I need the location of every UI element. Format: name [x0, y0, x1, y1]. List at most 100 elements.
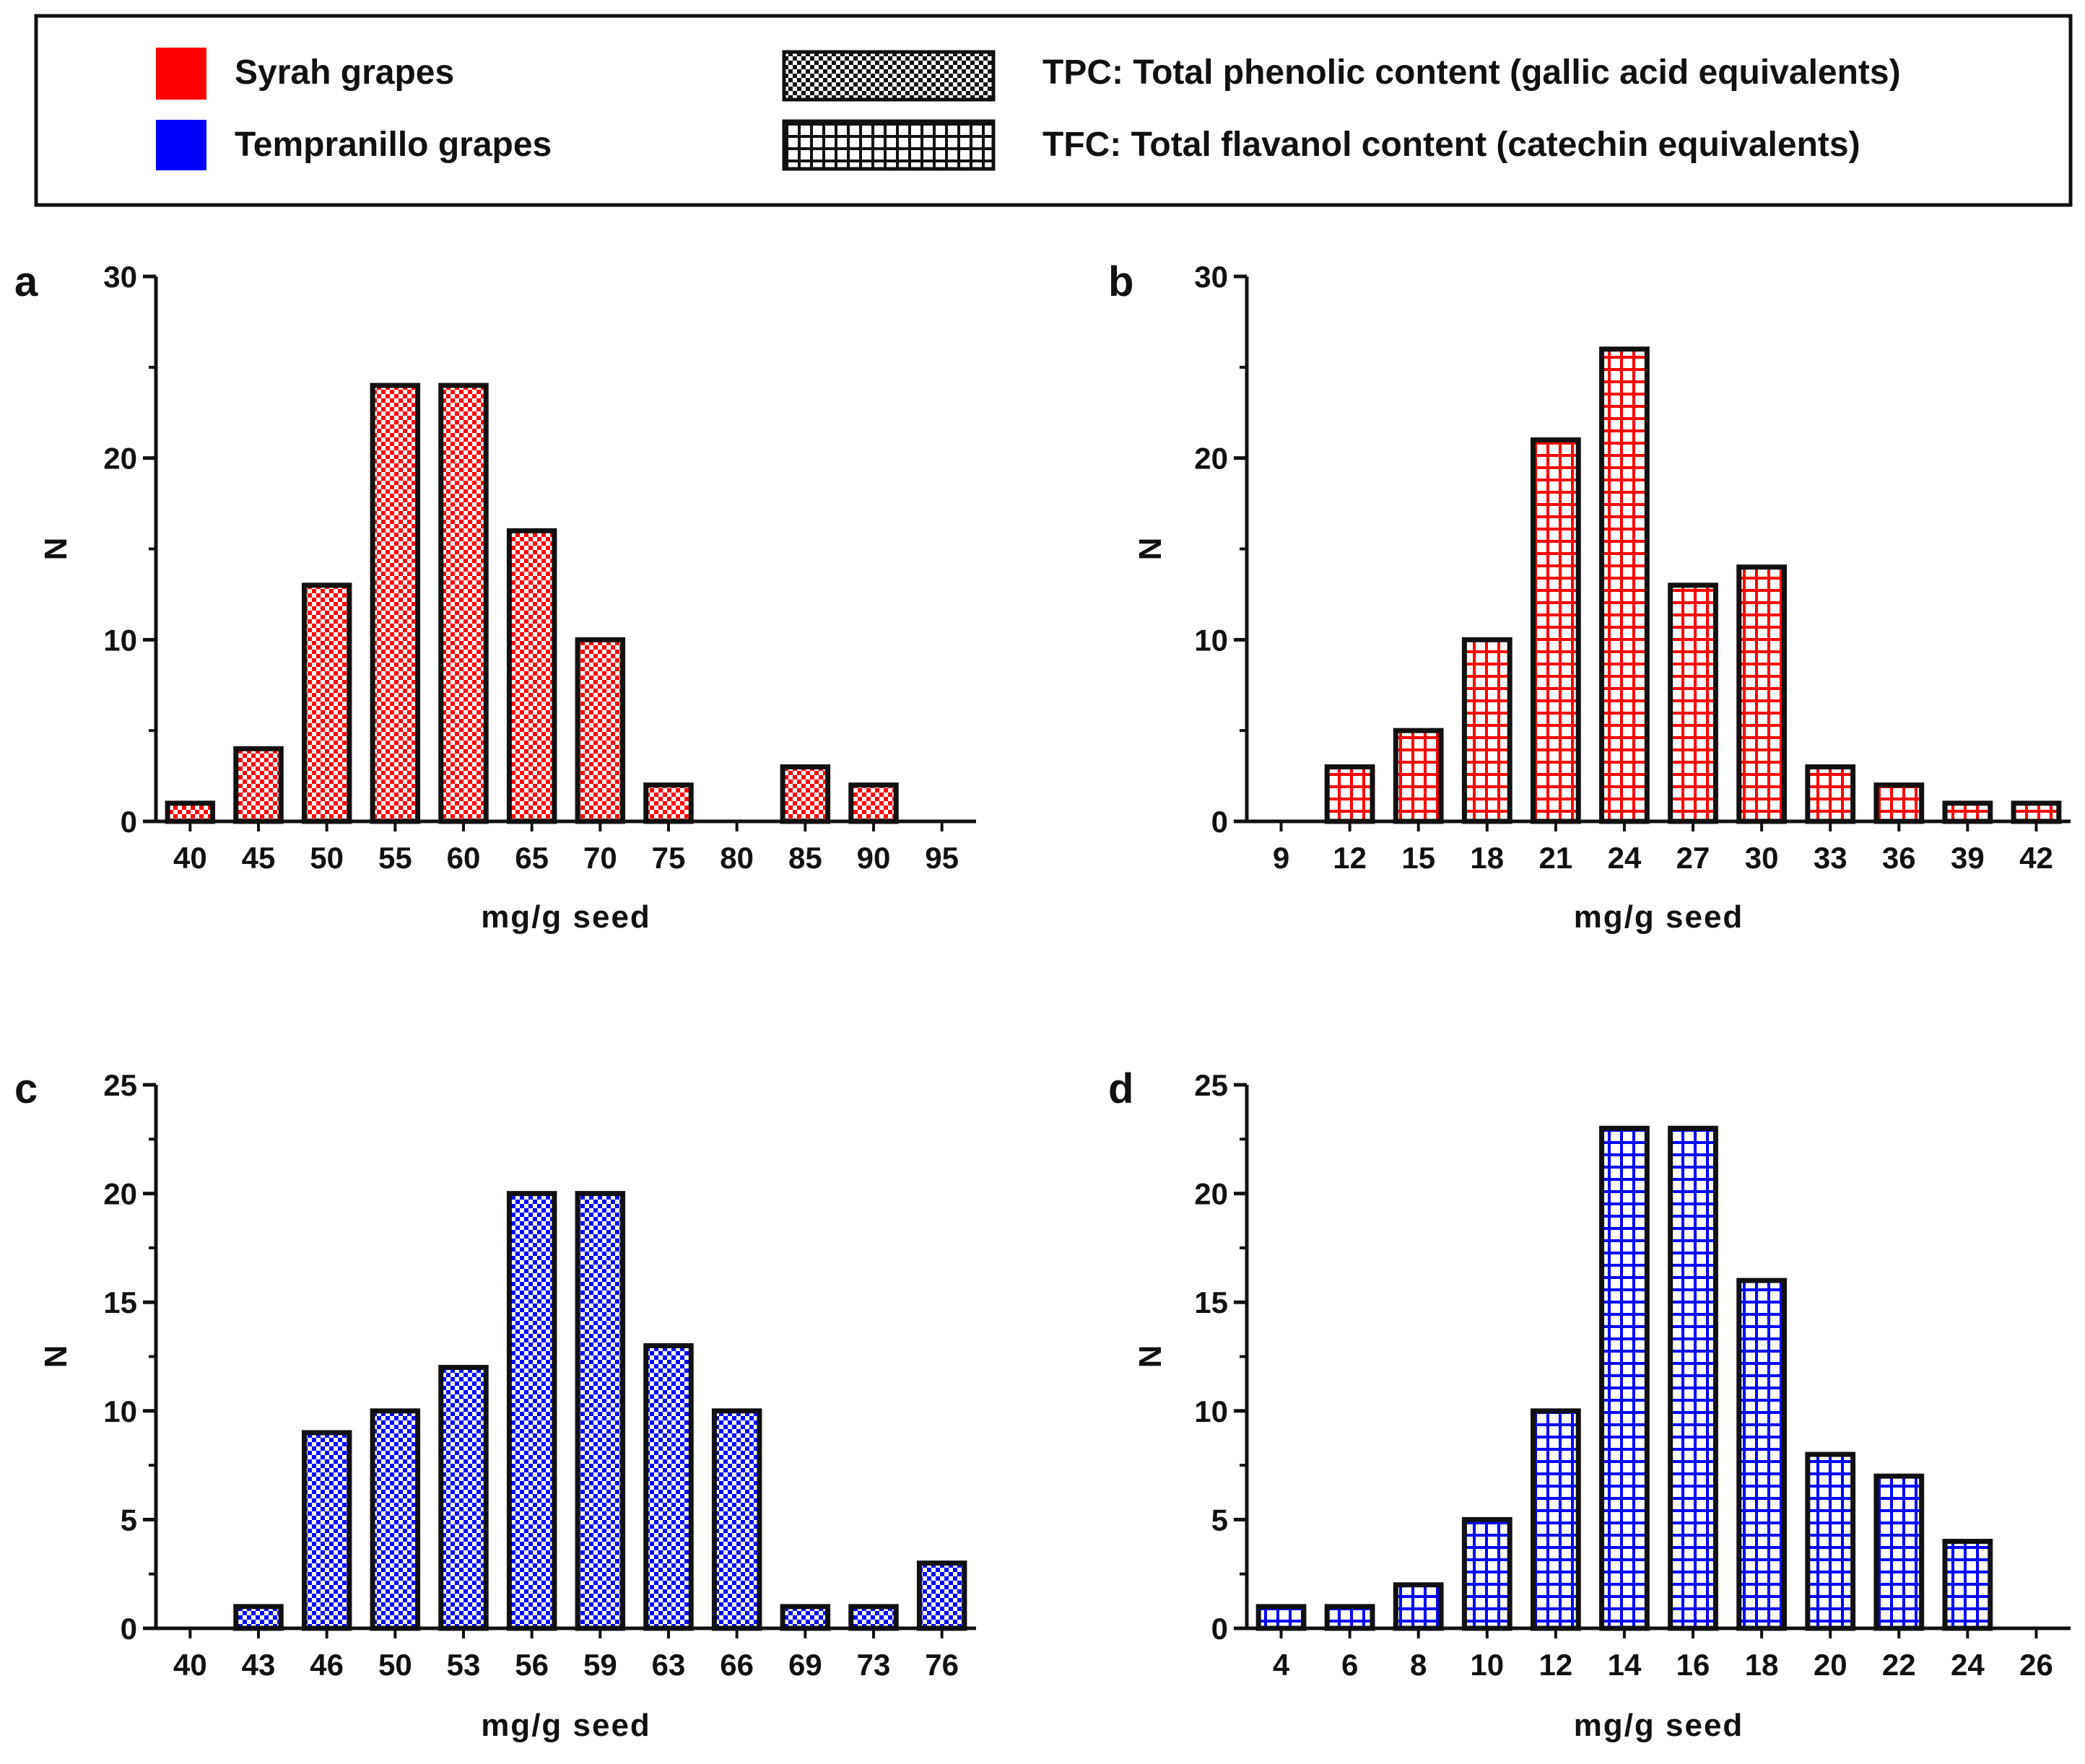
legend-swatch-syrah: [156, 48, 206, 100]
legend-label-syrah: Syrah grapes: [235, 53, 454, 92]
x-tick-label: 42: [2019, 841, 2053, 875]
x-tick-label: 4: [1273, 1648, 1290, 1682]
y-axis-title: N: [1133, 538, 1168, 561]
y-tick-label: 25: [1194, 1068, 1228, 1102]
bar-55: [370, 383, 421, 824]
x-tick-label: 73: [857, 1648, 891, 1682]
bar-20: [1805, 1451, 1856, 1631]
bar-90: [848, 782, 899, 824]
bar-59: [575, 1191, 626, 1631]
y-axis-title: N: [38, 1345, 74, 1368]
bar-15: [1393, 728, 1444, 824]
bar-53: [438, 1365, 489, 1631]
x-tick-label: 33: [1814, 841, 1847, 875]
x-tick-label: 95: [925, 841, 959, 875]
y-axis-title: N: [38, 538, 74, 561]
bar-50: [301, 582, 352, 824]
panel-label: c: [14, 1065, 38, 1112]
y-tick-label: 20: [103, 442, 137, 476]
y-tick-label: 0: [1211, 805, 1228, 839]
x-tick-label: 85: [788, 841, 822, 875]
y-tick-label: 0: [121, 1612, 137, 1646]
x-tick-label: 63: [652, 1648, 686, 1682]
bar-60: [438, 383, 489, 824]
panel-a: a 0 10 20 30 40 45 50 55 60 65 70 75 80 85 90 95 mg/g see…: [14, 258, 976, 935]
bar-33: [1805, 764, 1856, 824]
y-tick-label: 15: [103, 1285, 137, 1319]
legend-label-tempranillo: Tempranillo grapes: [235, 126, 552, 164]
x-tick-label: 59: [583, 1648, 617, 1682]
y-tick-label: 10: [103, 623, 137, 657]
bar-40: [165, 800, 216, 824]
x-tick-label: 65: [515, 841, 549, 875]
y-tick-label: 30: [1194, 260, 1228, 294]
y-tick-label: 20: [1194, 1177, 1228, 1211]
bar-69: [780, 1604, 831, 1631]
x-tick-label: 46: [310, 1648, 344, 1682]
y-tick-label: 10: [1194, 1394, 1228, 1428]
x-tick-label: 21: [1539, 841, 1573, 875]
x-axis-title: mg/g seed: [481, 1708, 651, 1743]
x-axis-title: mg/g seed: [481, 899, 651, 935]
panel-c: c 0 5 10 15 20 25 40 43 46 50 53 56 59 63 66 69 73 76 mg/g …: [14, 1065, 976, 1743]
legend-label-tfc: TFC: Total flavanol content (catechin eq…: [1042, 126, 1860, 164]
x-tick-label: 69: [788, 1648, 822, 1682]
x-tick-label: 36: [1882, 841, 1916, 875]
bar-65: [506, 528, 557, 824]
bar-70: [575, 637, 626, 824]
y-axis-title: N: [1133, 1345, 1168, 1368]
y-tick-label: 5: [121, 1503, 137, 1537]
bar-6: [1324, 1604, 1375, 1631]
x-tick-label: 43: [242, 1648, 276, 1682]
bar-45: [233, 746, 284, 824]
legend-label-tpc: TPC: Total phenolic content (gallic acid…: [1042, 53, 1901, 92]
x-tick-label: 75: [652, 841, 686, 875]
x-tick-label: 39: [1951, 841, 1985, 875]
panel-label: d: [1108, 1065, 1133, 1112]
panel-label: a: [14, 258, 38, 305]
panel-b: b 0 10 20 30 9 12 15 18 21 24 27 30 33 36 39 42 mg/g seed…: [1108, 258, 2071, 935]
bar-50: [370, 1408, 421, 1631]
y-tick-label: 25: [103, 1068, 137, 1102]
bar-14: [1599, 1125, 1650, 1631]
y-tick-label: 0: [1211, 1612, 1228, 1646]
panel-label: b: [1108, 258, 1133, 305]
x-tick-label: 76: [925, 1648, 959, 1682]
x-tick-label: 27: [1676, 841, 1710, 875]
bar-66: [711, 1408, 762, 1631]
bar-46: [301, 1430, 352, 1631]
y-tick-label: 30: [103, 260, 137, 294]
bar-39: [1942, 800, 1993, 824]
bar-4: [1255, 1604, 1307, 1631]
bar-85: [780, 764, 831, 824]
bar-16: [1668, 1125, 1718, 1631]
x-tick-label: 56: [515, 1648, 549, 1682]
x-tick-label: 24: [1608, 841, 1642, 875]
x-tick-label: 60: [447, 841, 481, 875]
bar-18: [1461, 637, 1512, 824]
bar-63: [643, 1342, 694, 1631]
bar-8: [1393, 1582, 1444, 1631]
bar-18: [1736, 1278, 1788, 1631]
legend-swatch-tfc: [782, 119, 996, 171]
bar-12: [1324, 764, 1375, 824]
x-tick-label: 18: [1470, 841, 1504, 875]
bar-42: [2011, 800, 2062, 824]
x-tick-label: 40: [173, 841, 207, 875]
x-tick-label: 15: [1401, 841, 1435, 875]
x-tick-label: 80: [720, 841, 754, 875]
x-tick-label: 12: [1333, 841, 1367, 875]
y-tick-label: 5: [1211, 1503, 1228, 1537]
y-tick-label: 15: [1194, 1285, 1228, 1319]
bar-36: [1873, 782, 1925, 824]
bar-21: [1530, 437, 1581, 824]
panel-d: d 0 5 10 15 20 25 4 6 8 10 12 14 16 18 20 22 24 26 mg/g see…: [1108, 1065, 2071, 1743]
y-tick-label: 20: [103, 1177, 137, 1211]
bar-30: [1736, 564, 1788, 824]
bar-24: [1942, 1539, 1993, 1631]
bar-73: [848, 1604, 899, 1631]
x-tick-label: 16: [1676, 1648, 1710, 1682]
x-tick-label: 9: [1273, 841, 1289, 875]
bar-56: [506, 1191, 557, 1631]
x-axis-title: mg/g seed: [1574, 1708, 1744, 1743]
